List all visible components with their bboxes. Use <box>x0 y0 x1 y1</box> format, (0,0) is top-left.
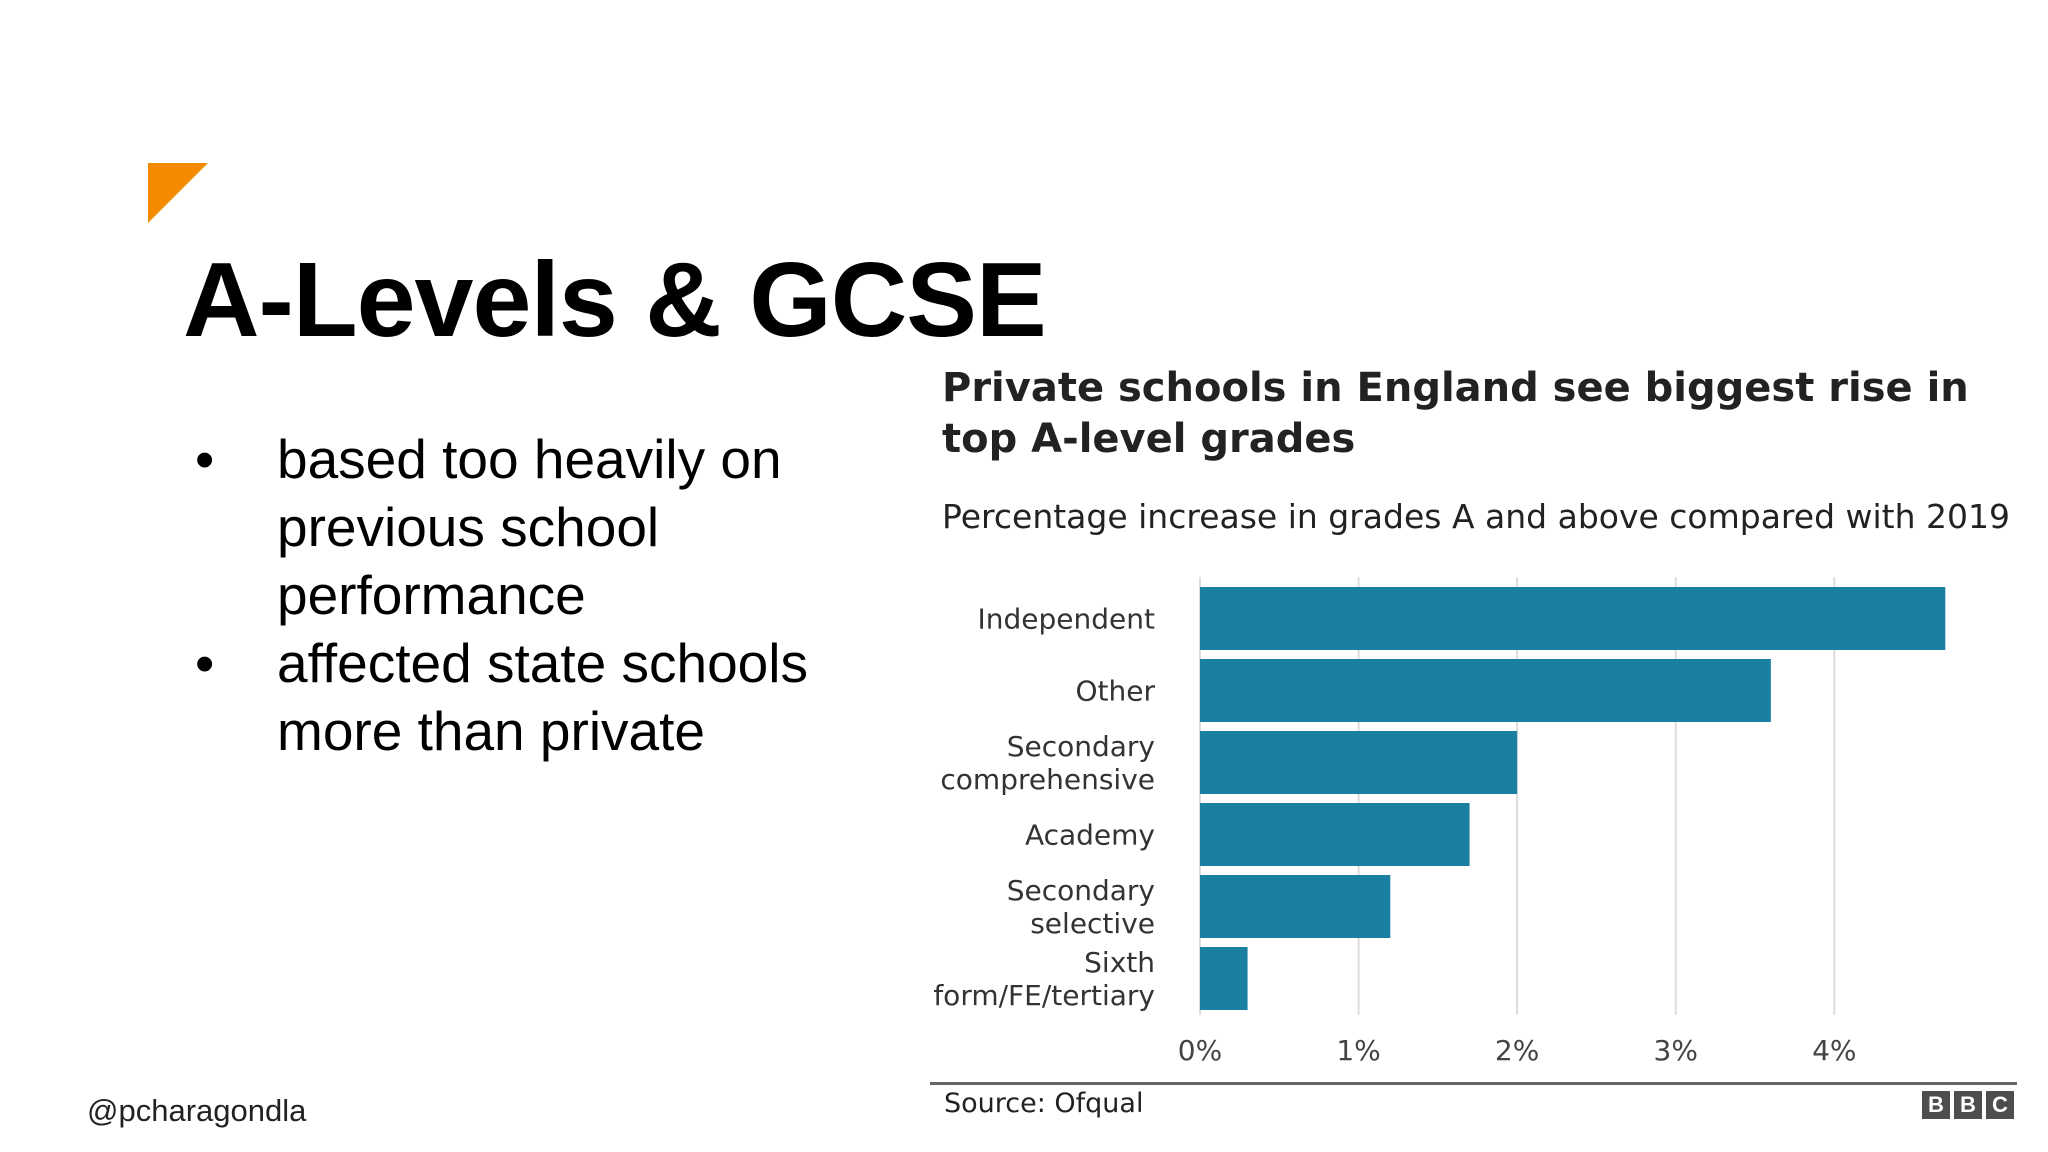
x-tick-label: 4% <box>1812 1034 1856 1067</box>
x-tick-label: 2% <box>1495 1034 1539 1067</box>
bbc-logo-letter: B <box>1922 1091 1950 1119</box>
category-label: selective <box>1030 907 1155 940</box>
orange-triangle-icon <box>148 163 208 223</box>
author-handle: @pcharagondla <box>87 1093 307 1128</box>
bar <box>1200 803 1470 866</box>
chart-subtitle: Percentage increase in grades A and abov… <box>942 497 2010 536</box>
x-tick-label: 1% <box>1336 1034 1380 1067</box>
category-label: Academy <box>1025 819 1155 852</box>
category-label: Other <box>1075 675 1155 708</box>
category-label: Independent <box>978 603 1155 636</box>
x-tick-label: 0% <box>1178 1034 1222 1067</box>
bar-chart-plot: 0% 1% 2% 3% 4%IndependentOtherSecondarycompr… <box>933 577 1946 1067</box>
bar <box>1200 947 1248 1010</box>
bullet-item: based too heavily on previous school per… <box>190 425 910 629</box>
category-label: comprehensive <box>940 763 1155 796</box>
category-label: Sixth <box>1084 946 1155 979</box>
bbc-logo-letter: C <box>1986 1091 2014 1119</box>
category-label: Secondary <box>1007 874 1155 907</box>
chart-source: Source: Ofqual <box>944 1088 1144 1119</box>
chart-title: Private schools in England see biggest r… <box>942 365 1969 462</box>
bbc-logo-letter: B <box>1954 1091 1982 1119</box>
bullet-item: affected state schools more than private <box>190 629 910 765</box>
slide-title: A-Levels & GCSE <box>183 241 1047 359</box>
bar <box>1200 875 1391 938</box>
bar <box>1200 659 1771 722</box>
bbc-logo: B B C <box>1922 1091 2014 1119</box>
bullet-list: based too heavily on previous school per… <box>190 425 910 765</box>
footer-rule <box>930 1082 2017 1085</box>
category-label: form/FE/tertiary <box>933 979 1155 1012</box>
bbc-chart: 0% 1% 2% 3% 4% Independent Other Secondary compr… <box>930 355 2020 1145</box>
bar <box>1200 731 1518 794</box>
bar <box>1200 587 1946 650</box>
x-tick-label: 3% <box>1654 1034 1698 1067</box>
category-label: Secondary <box>1007 730 1155 763</box>
